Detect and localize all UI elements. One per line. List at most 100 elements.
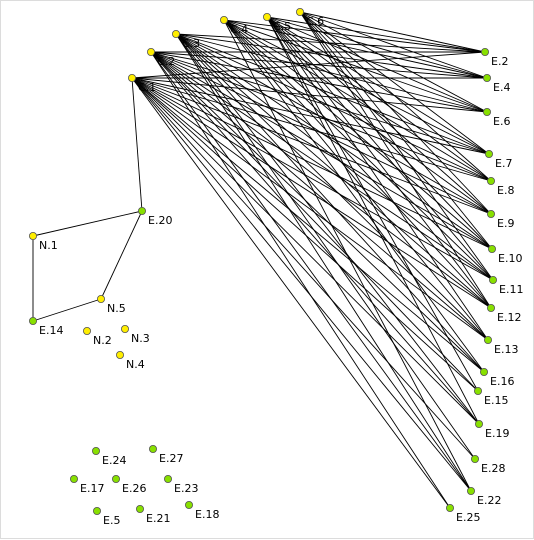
edges-layer	[32, 11, 494, 509]
edge-C.2-E.19	[150, 51, 480, 425]
node-E.18[interactable]: E.18	[184, 500, 219, 521]
node-C.5[interactable]: C.5	[262, 12, 291, 33]
node-marker[interactable]	[219, 15, 228, 24]
node-label: E.20	[148, 214, 172, 227]
node-label: E.25	[456, 511, 480, 524]
node-marker[interactable]	[486, 176, 495, 185]
node-label: E.22	[477, 494, 501, 507]
node-E.13[interactable]: E.13	[483, 335, 518, 356]
node-E.20[interactable]: E.20	[137, 206, 172, 227]
edge-C.6-E.8	[299, 11, 492, 182]
node-marker[interactable]	[121, 324, 130, 333]
node-C.4[interactable]: C.4	[219, 15, 248, 36]
node-marker[interactable]	[262, 12, 271, 21]
node-E.4[interactable]: E.4	[482, 74, 510, 94]
node-marker[interactable]	[137, 206, 146, 215]
node-marker[interactable]	[486, 209, 495, 218]
node-E.26[interactable]: E.26	[112, 474, 146, 495]
node-marker[interactable]	[482, 74, 491, 83]
node-marker[interactable]	[483, 335, 492, 344]
node-E.24[interactable]: E.24	[92, 446, 126, 467]
node-E.15[interactable]: E.15	[473, 386, 508, 407]
node-N.4[interactable]: N.4	[116, 350, 145, 371]
node-E.7[interactable]: E.7	[484, 149, 512, 170]
node-marker[interactable]	[445, 503, 454, 512]
node-N.2[interactable]: N.2	[83, 326, 112, 347]
node-E.11[interactable]: E.11	[488, 275, 523, 296]
node-C.3[interactable]: C.3	[171, 29, 200, 50]
node-E.23[interactable]: E.23	[163, 474, 198, 495]
node-marker[interactable]	[473, 386, 482, 395]
node-marker[interactable]	[135, 504, 144, 513]
node-E.2[interactable]: E.2	[480, 48, 508, 68]
node-marker[interactable]	[488, 275, 497, 284]
node-label: C.6	[306, 15, 324, 28]
node-E.28[interactable]: E.28	[470, 454, 505, 475]
node-N.3[interactable]: N.3	[121, 324, 150, 345]
node-C.2[interactable]: C.2	[146, 48, 175, 68]
node-label: E.9	[497, 217, 514, 230]
edge-C.1-E.19	[131, 77, 480, 425]
node-label: C.4	[230, 23, 248, 36]
node-N.5[interactable]: N.5	[97, 294, 126, 315]
node-marker[interactable]	[146, 48, 155, 57]
edge-C.6-E.6	[299, 11, 488, 113]
node-marker[interactable]	[112, 474, 121, 483]
node-marker[interactable]	[466, 486, 475, 495]
node-marker[interactable]	[28, 231, 37, 240]
node-marker[interactable]	[148, 444, 157, 453]
node-label: E.28	[481, 462, 505, 475]
node-marker[interactable]	[128, 74, 137, 83]
node-marker[interactable]	[470, 454, 479, 463]
node-N.1[interactable]: N.1	[28, 231, 58, 252]
node-marker[interactable]	[97, 294, 106, 303]
node-E.21[interactable]: E.21	[135, 504, 170, 525]
edge-C.5-E.10	[266, 16, 493, 250]
node-E.16[interactable]: E.16	[479, 367, 514, 388]
edge-C.6-E.12	[299, 11, 492, 309]
node-marker[interactable]	[92, 446, 101, 455]
node-marker[interactable]	[184, 500, 193, 509]
node-E.6[interactable]: E.6	[482, 108, 510, 128]
node-E.10[interactable]: E.10	[487, 244, 522, 265]
node-E.5[interactable]: E.5	[93, 506, 120, 527]
node-marker[interactable]	[171, 29, 180, 38]
node-E.27[interactable]: E.27	[148, 444, 183, 465]
node-E.12[interactable]: E.12	[486, 303, 521, 324]
node-marker[interactable]	[28, 316, 37, 325]
edge-C.6-E.11	[299, 11, 494, 281]
node-marker[interactable]	[116, 350, 125, 359]
edge-C.2-E.25	[150, 51, 451, 509]
node-marker[interactable]	[474, 419, 483, 428]
node-marker[interactable]	[83, 326, 92, 335]
node-label: N.1	[39, 239, 58, 252]
edge-C.5-E.8	[266, 16, 492, 182]
node-marker[interactable]	[163, 474, 172, 483]
node-E.14[interactable]: E.14	[28, 316, 63, 337]
node-marker[interactable]	[482, 108, 491, 117]
node-C.1[interactable]: C.1	[128, 74, 156, 94]
node-E.8[interactable]: E.8	[486, 176, 514, 197]
node-label: C.5	[273, 20, 291, 33]
edge-C.1-E.13	[131, 77, 489, 341]
node-marker[interactable]	[70, 474, 79, 483]
node-marker[interactable]	[479, 367, 488, 376]
node-E.9[interactable]: E.9	[486, 209, 514, 230]
edge-C.3-E.28	[175, 33, 476, 460]
edge-C.1-E.20	[131, 77, 143, 212]
node-C.6[interactable]: C.6	[295, 8, 324, 28]
node-E.19[interactable]: E.19	[474, 419, 509, 440]
node-marker[interactable]	[295, 8, 304, 16]
node-E.25[interactable]: E.25	[445, 503, 480, 524]
node-E.17[interactable]: E.17	[70, 474, 104, 495]
node-marker[interactable]	[93, 506, 102, 515]
node-marker[interactable]	[484, 149, 493, 158]
node-marker[interactable]	[486, 303, 495, 312]
edge-C.2-E.22	[150, 51, 472, 492]
node-E.22[interactable]: E.22	[466, 486, 501, 507]
edge-C.3-E.16	[175, 33, 485, 373]
edge-C.1-E.28	[131, 77, 476, 460]
node-marker[interactable]	[487, 244, 496, 253]
node-label: E.17	[80, 482, 104, 495]
node-marker[interactable]	[480, 48, 489, 57]
